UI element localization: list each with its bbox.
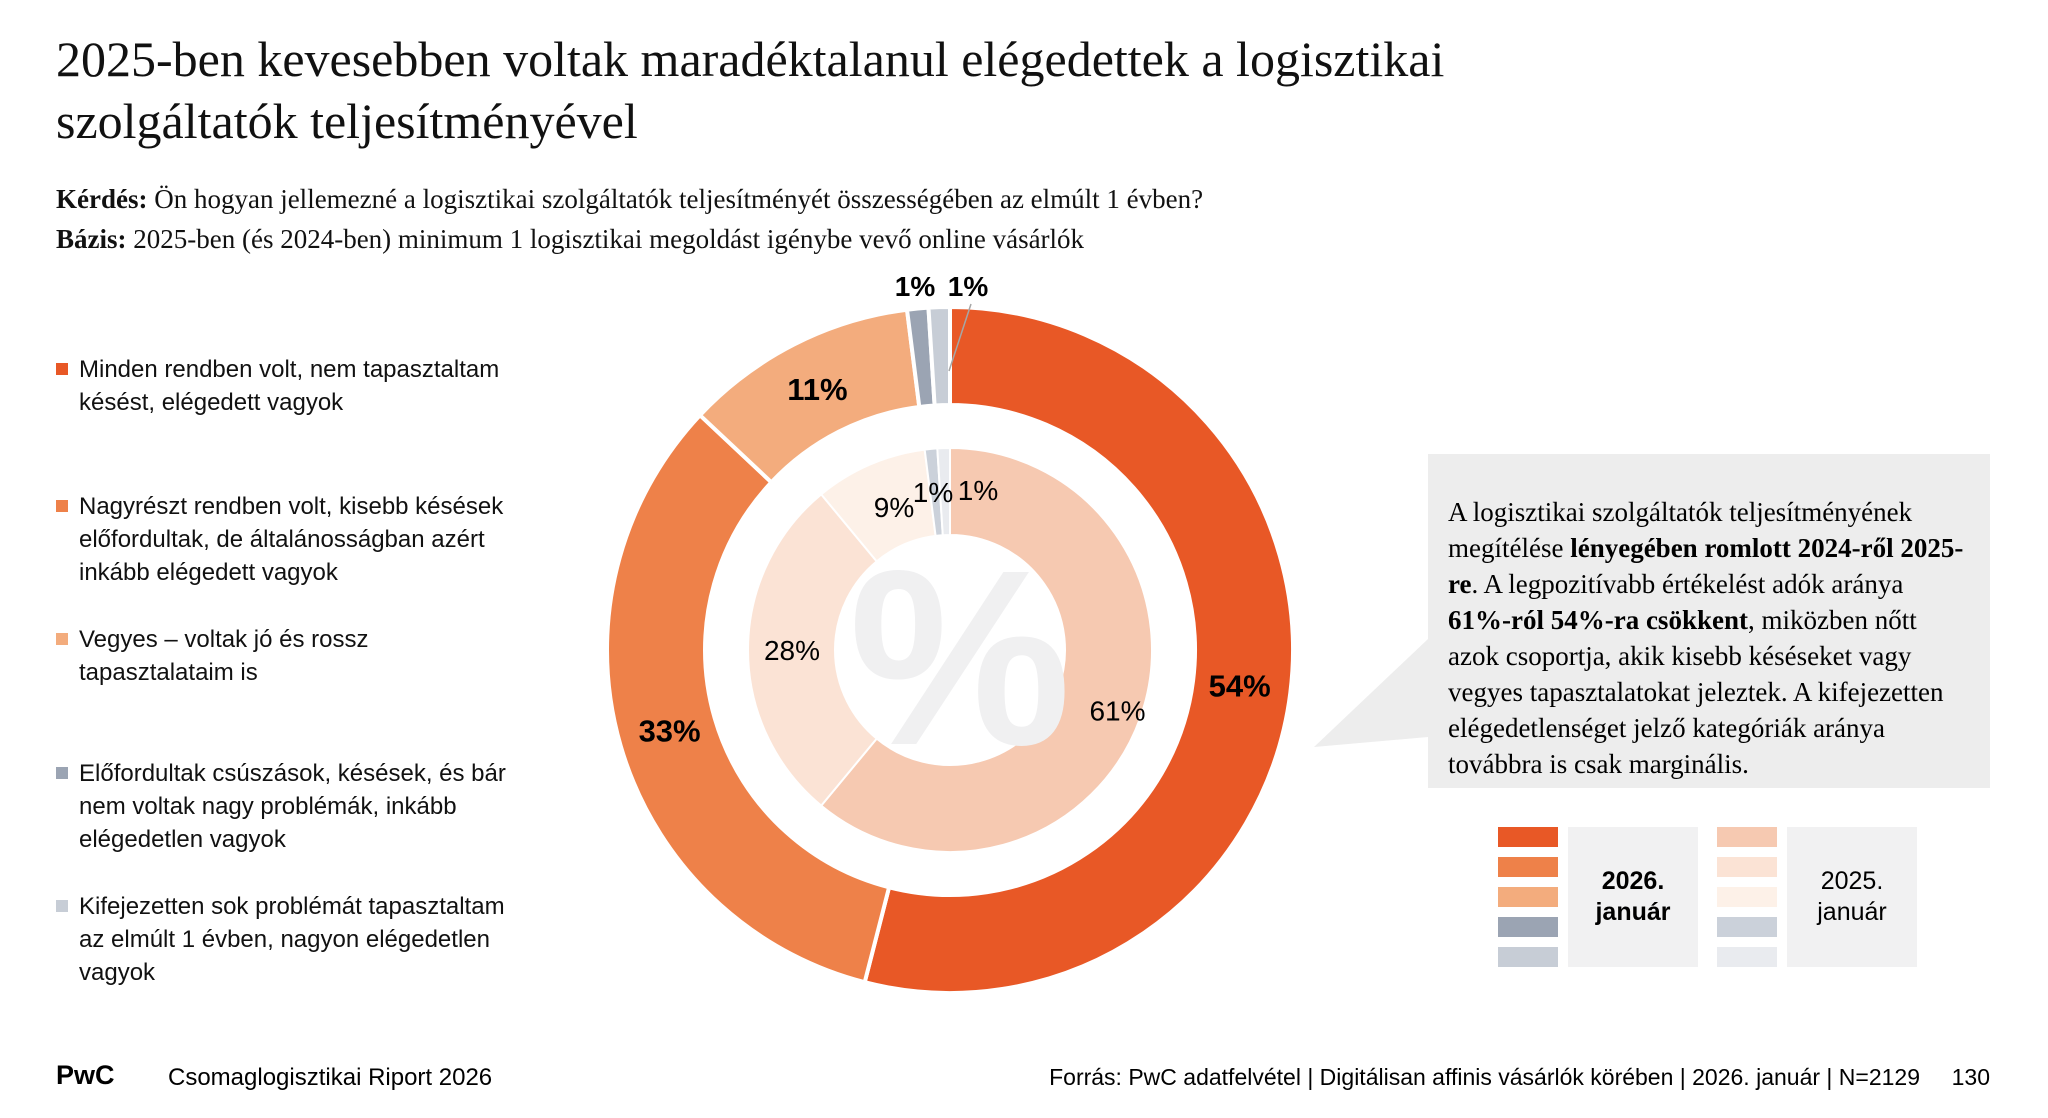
callout-text: , miközben nőtt azok csoportja, akik kis…: [1448, 605, 1944, 779]
slice-label-inner: 28%: [764, 635, 820, 666]
legend-bullet-icon: [56, 767, 68, 779]
donut-slice-inner: [747, 492, 879, 808]
donut-chart: % 61%28%9%1% 1%54%33%11%1% 1%: [605, 271, 1295, 995]
question-line: Kérdés: Ön hogyan jellemezné a logisztik…: [56, 184, 1203, 215]
slice-label-outer: 54%: [1209, 669, 1271, 704]
footer-report-title: Csomaglogisztikai Riport 2026: [168, 1064, 493, 1091]
legend-item: Nagyrészt rendben volt, kisebb késések e…: [56, 490, 503, 589]
slice-label-outer: 11%: [787, 372, 847, 407]
legend-item-label: Minden rendben volt, nem tapasztaltam ké…: [79, 356, 500, 416]
callout-bold-text: 61%-ról 54%-ra csökkent: [1448, 605, 1748, 635]
page-title: 2025-ben kevesebben voltak maradéktalanu…: [56, 31, 1445, 149]
ring-legend-swatch: [1498, 917, 1558, 937]
pwc-logo: PwC: [56, 1060, 115, 1090]
ring-legend-label-2025: 2025. január: [1787, 827, 1917, 967]
legend-item-label: Előfordultak csúszások, késések, és bár …: [79, 760, 506, 853]
question-label: Kérdés:: [56, 184, 148, 214]
ring-legend-swatch: [1498, 827, 1558, 847]
slice-label-inner: 1%: [958, 475, 998, 506]
callout-tail: [1314, 639, 1428, 747]
legend-bullet-icon: [56, 900, 68, 912]
label-leader-line: [948, 303, 972, 372]
basis-text: 2025-ben (és 2024-ben) minimum 1 logiszt…: [126, 224, 1085, 254]
ring-legend-swatch: [1717, 857, 1777, 877]
legend-item-label: Vegyes – voltak jó és rossz tapasztalata…: [79, 626, 369, 686]
ring-legend-swatch: [1717, 887, 1777, 907]
slice-label-outer: 1%: [895, 271, 936, 302]
ring-legend-label-2026: 2026. január: [1568, 827, 1698, 967]
donut-slice-inner: [819, 446, 1153, 853]
donut-slice-outer: [605, 412, 892, 985]
basis-label: Bázis:: [56, 224, 127, 254]
legend-item: Kifejezetten sok problémát tapasztaltam …: [56, 890, 505, 989]
callout-bold-text: lényegében romlott 2024-ről 2025-re: [1448, 533, 1964, 599]
callout-text: . A legpozitívabb értékelést adók aránya: [1471, 569, 1904, 599]
legend-bullet-icon: [56, 633, 68, 645]
slice-label-inner: 1%: [913, 477, 953, 508]
callout-text: A logisztikai szolgáltatók teljesítményé…: [1448, 497, 1913, 563]
donut-slice-outer: [926, 304, 952, 408]
slice-label-outer: 1%: [948, 271, 989, 302]
legend-item: Előfordultak csúszások, késések, és bár …: [56, 757, 506, 856]
donut-slice-inner: [936, 446, 951, 537]
legend-bullet-icon: [56, 363, 68, 375]
ring-legend-swatch: [1717, 947, 1777, 967]
legend-bullet-icon: [56, 500, 68, 512]
legend-item-label: Kifejezetten sok problémát tapasztaltam …: [79, 893, 505, 986]
donut-slice-outer: [862, 304, 1295, 995]
insight-callout: A logisztikai szolgáltatók teljesítményé…: [1428, 454, 1990, 788]
ring-legend-swatch: [1498, 857, 1558, 877]
ring-legend-swatch: [1498, 947, 1558, 967]
category-legend: Minden rendben volt, nem tapasztaltam ké…: [56, 0, 576, 1020]
ring-legend-swatch: [1717, 917, 1777, 937]
footer-source: Forrás: PwC adatfelvétel | Digitálisan a…: [1049, 1064, 1920, 1090]
slice-label-inner: 9%: [874, 492, 914, 523]
percent-watermark: %: [849, 518, 1071, 797]
question-text: Ön hogyan jellemezné a logisztikai szolg…: [147, 184, 1204, 214]
slice-label-outer: 33%: [639, 713, 701, 748]
legend-item-label: Nagyrészt rendben volt, kisebb késések e…: [79, 493, 504, 586]
callout-tail-shape: [1314, 639, 1428, 747]
ring-legend-swatch: [1498, 887, 1558, 907]
basis-line: Bázis: 2025-ben (és 2024-ben) minimum 1 …: [56, 224, 1084, 255]
slice-label-inner: 61%: [1089, 695, 1145, 726]
legend-item: Vegyes – voltak jó és rossz tapasztalata…: [56, 623, 368, 689]
page-number: 130: [1951, 1064, 1990, 1090]
ring-legend-swatch: [1717, 827, 1777, 847]
legend-item: Minden rendben volt, nem tapasztaltam ké…: [56, 353, 499, 419]
